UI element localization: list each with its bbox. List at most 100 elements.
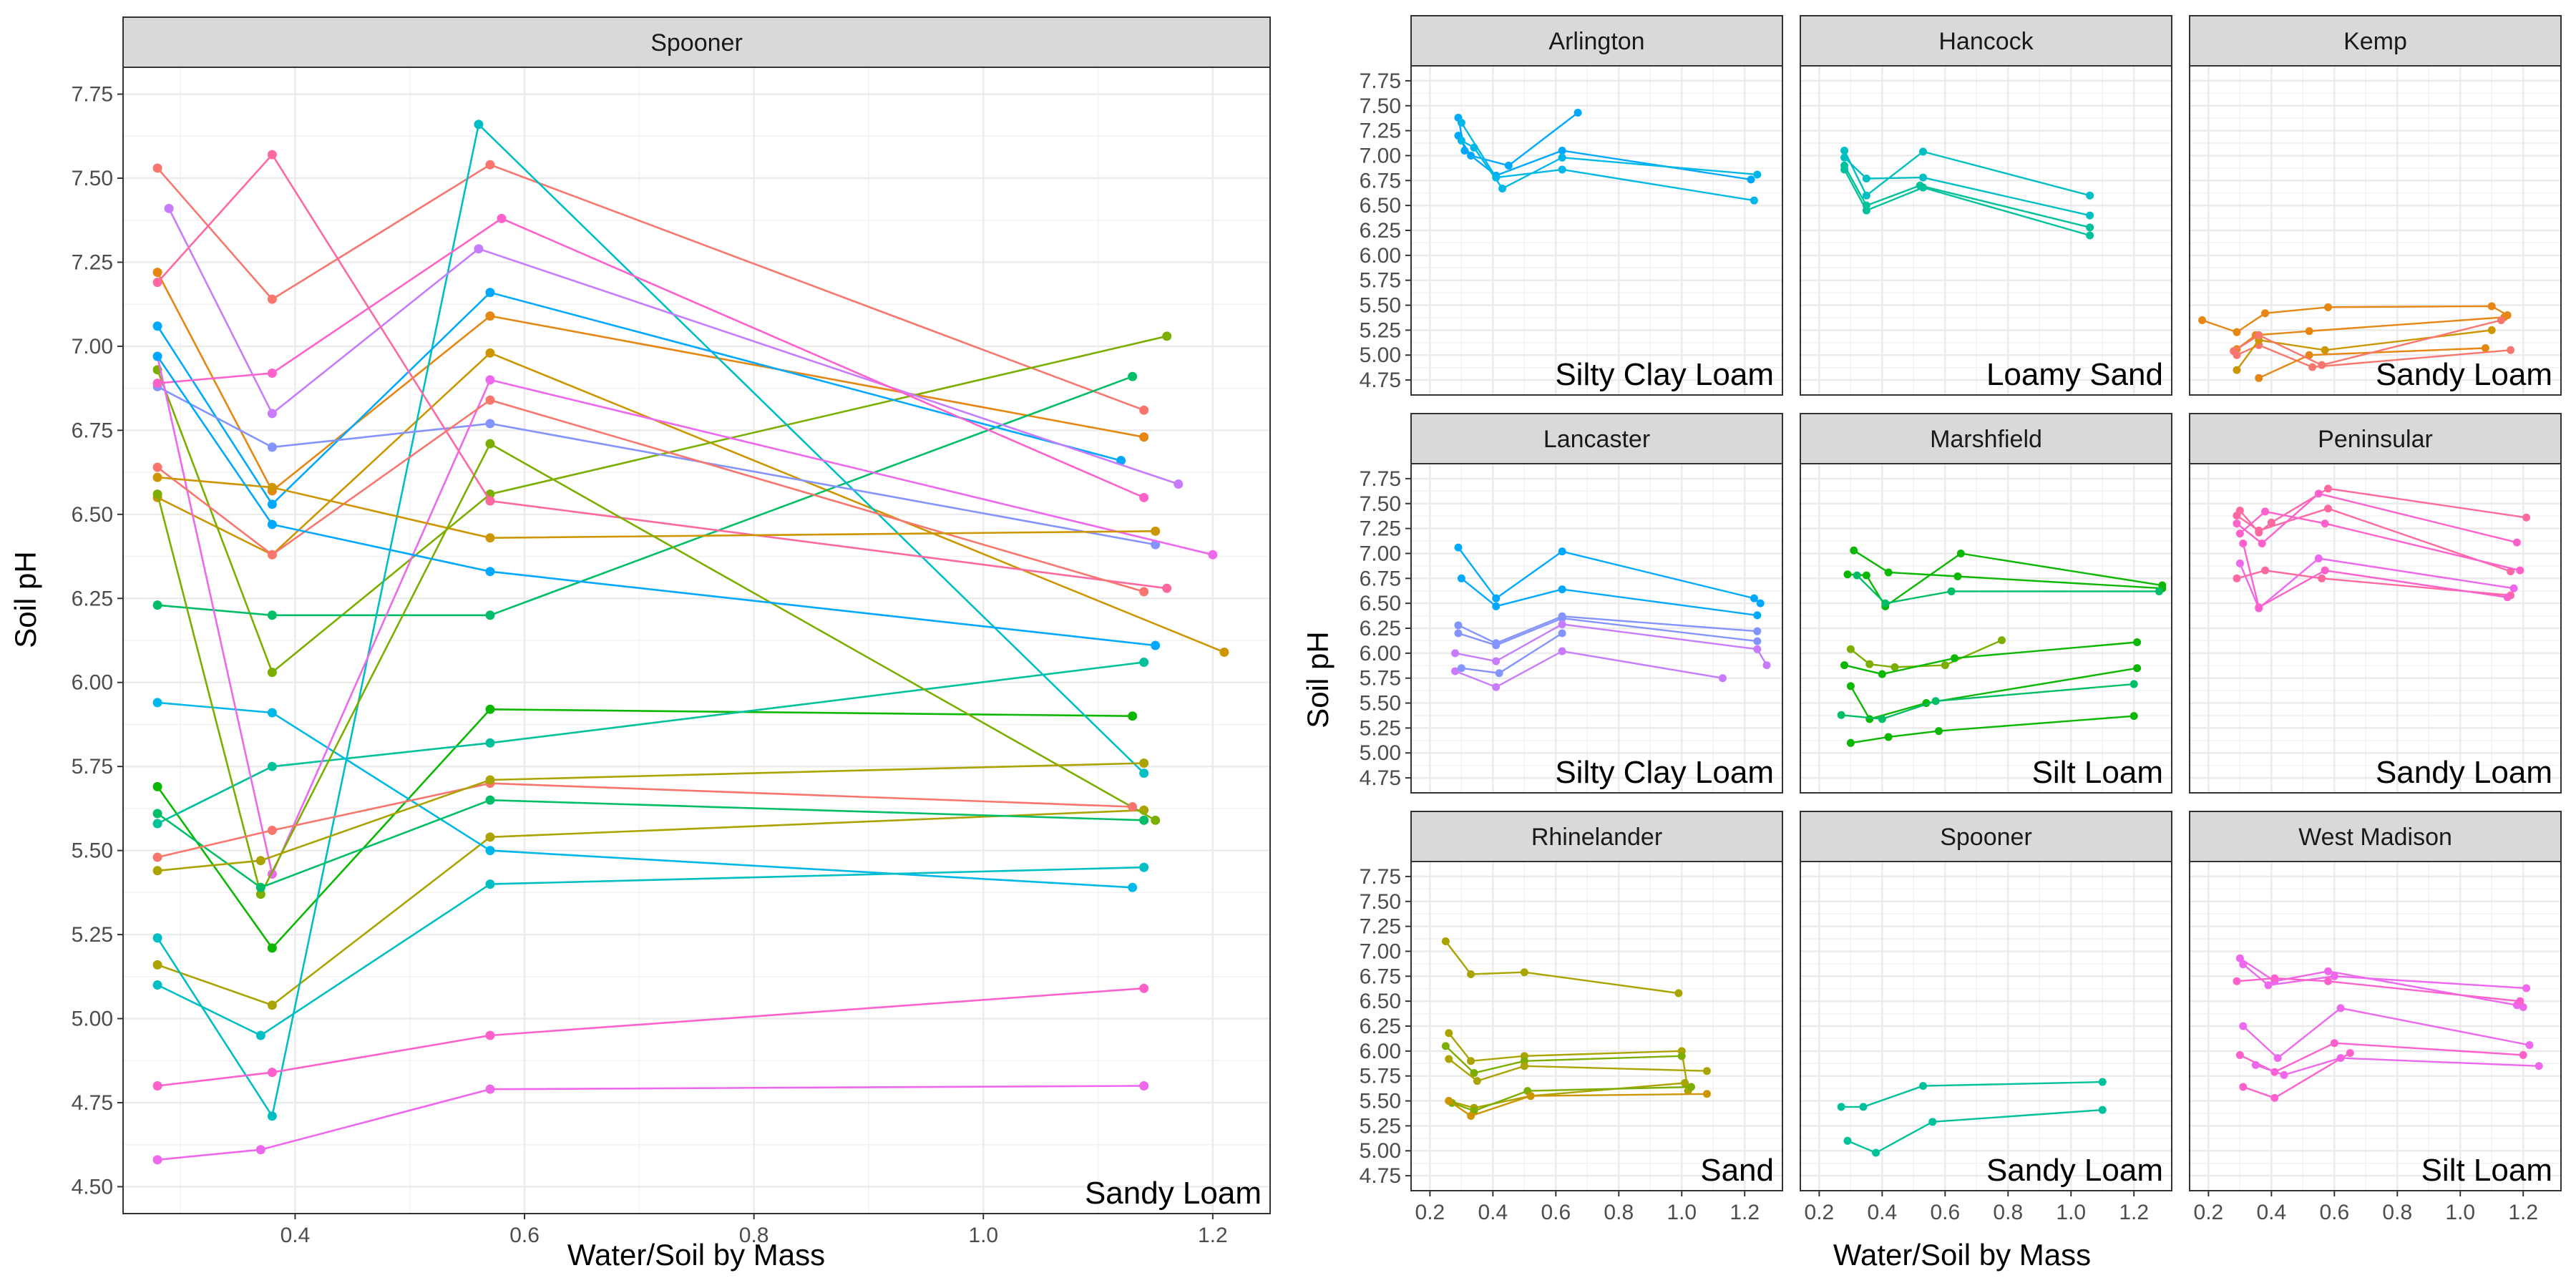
data-point <box>1753 637 1762 645</box>
data-point <box>1441 937 1450 946</box>
data-point <box>2280 1070 2288 1079</box>
series-line <box>1458 615 1757 645</box>
data-point <box>1558 647 1566 655</box>
facet-strip <box>1410 413 1783 464</box>
y-tick-label: 6.25 <box>72 587 113 610</box>
data-point <box>474 244 484 254</box>
y-tick-label: 7.25 <box>1360 517 1401 541</box>
data-point <box>1840 146 1849 155</box>
data-point <box>1128 882 1138 892</box>
data-point <box>267 482 277 492</box>
data-point <box>1853 571 1861 580</box>
data-point <box>485 375 495 385</box>
y-tick-label: 7.75 <box>72 83 113 107</box>
series-line <box>2233 319 2502 366</box>
data-point <box>2258 540 2266 548</box>
data-point <box>267 943 277 953</box>
data-point <box>152 819 162 829</box>
facet-strip-label: Rhinelander <box>1531 824 1662 851</box>
y-tick-label: 5.50 <box>1360 692 1401 716</box>
data-point <box>485 704 495 714</box>
y-tick-label: 6.75 <box>1360 567 1401 590</box>
data-point <box>2509 584 2518 592</box>
x-tick-label: 0.8 <box>739 1224 769 1247</box>
data-point <box>1441 1042 1450 1050</box>
series-line <box>157 122 1145 1119</box>
data-point <box>2233 574 2241 582</box>
data-point <box>1558 146 1566 155</box>
facet-strip <box>1410 811 1783 862</box>
facet-strip-label: Marshfield <box>1930 426 2042 453</box>
y-tick-label: 6.50 <box>1360 990 1401 1013</box>
y-tick-label: 7.75 <box>1360 467 1401 491</box>
data-point <box>2264 981 2273 990</box>
series-line <box>1455 650 1723 688</box>
data-point <box>2098 1106 2107 1114</box>
data-point <box>1919 147 1928 156</box>
data-point <box>2233 519 2241 528</box>
data-point <box>152 472 162 482</box>
soil-type-label: Sandy Loam <box>1986 1153 2163 1188</box>
data-point <box>1558 153 1566 162</box>
data-point <box>1953 572 1962 581</box>
data-point <box>2525 1040 2534 1049</box>
data-point <box>2261 507 2270 516</box>
data-point <box>2336 1004 2345 1013</box>
panel-west-madison: West Madison Silt Loam 0.2 0.4 0.6 0.8 1.0 1.2 <box>2189 811 2562 1224</box>
series-line <box>1460 577 1757 617</box>
panel-kemp: Kemp Sandy Loam <box>2189 15 2562 396</box>
data-point <box>267 519 277 530</box>
data-point <box>1702 1067 1711 1075</box>
right-y-axis-title: Soil pH <box>1301 631 1335 728</box>
series-line <box>157 762 1144 872</box>
soil-type-label: Silty Clay Loam <box>1555 357 1774 392</box>
y-tick-label: 5.75 <box>1360 1065 1401 1088</box>
series-line <box>157 351 1225 653</box>
data-point <box>1702 1090 1711 1098</box>
data-point <box>1457 137 1465 145</box>
data-point <box>1750 196 1758 205</box>
data-point <box>1890 663 1899 671</box>
data-point <box>152 268 162 278</box>
data-point <box>152 321 162 331</box>
y-tick-label: 5.00 <box>1360 343 1401 367</box>
series-line <box>2236 507 2511 572</box>
series-line <box>2236 492 2517 545</box>
data-point <box>2230 347 2238 356</box>
data-point <box>1454 629 1463 638</box>
y-tick-label: 7.75 <box>1360 69 1401 93</box>
data-point <box>1492 594 1501 602</box>
data-point <box>1681 1078 1689 1087</box>
data-point <box>152 809 162 819</box>
data-point <box>1884 568 1893 577</box>
y-tick-label: 6.75 <box>1360 965 1401 988</box>
data-point <box>485 533 495 543</box>
data-point <box>1492 173 1501 182</box>
data-point <box>1872 1148 1880 1157</box>
panel-hancock: Hancock Loamy Sand <box>1800 15 2172 396</box>
y-tick-label: 6.25 <box>1360 1015 1401 1038</box>
x-tick-label: 0.2 <box>1805 1201 1835 1224</box>
x-tick-label: 0.8 <box>2382 1201 2412 1224</box>
data-point <box>2233 328 2241 336</box>
right-x-axis-title: Water/Soil by Mass <box>1833 1238 2091 1272</box>
series-line <box>1843 150 2090 197</box>
data-point <box>2239 540 2248 548</box>
y-tick-label: 5.00 <box>72 1008 113 1031</box>
series-line <box>156 356 1214 877</box>
data-point <box>1919 183 1928 192</box>
data-point <box>152 351 162 361</box>
data-point <box>1498 184 1507 192</box>
data-point <box>1762 661 1771 670</box>
series-line <box>157 476 1156 540</box>
data-point <box>1457 664 1465 673</box>
data-point <box>1931 697 1940 706</box>
series-line <box>1856 575 2160 605</box>
data-point <box>152 379 162 389</box>
data-point <box>2330 972 2338 980</box>
data-point <box>152 980 162 990</box>
data-point <box>2522 513 2531 522</box>
y-tick-label: 4.75 <box>1360 1164 1401 1188</box>
data-point <box>2321 566 2329 575</box>
series-line <box>1853 550 2162 590</box>
